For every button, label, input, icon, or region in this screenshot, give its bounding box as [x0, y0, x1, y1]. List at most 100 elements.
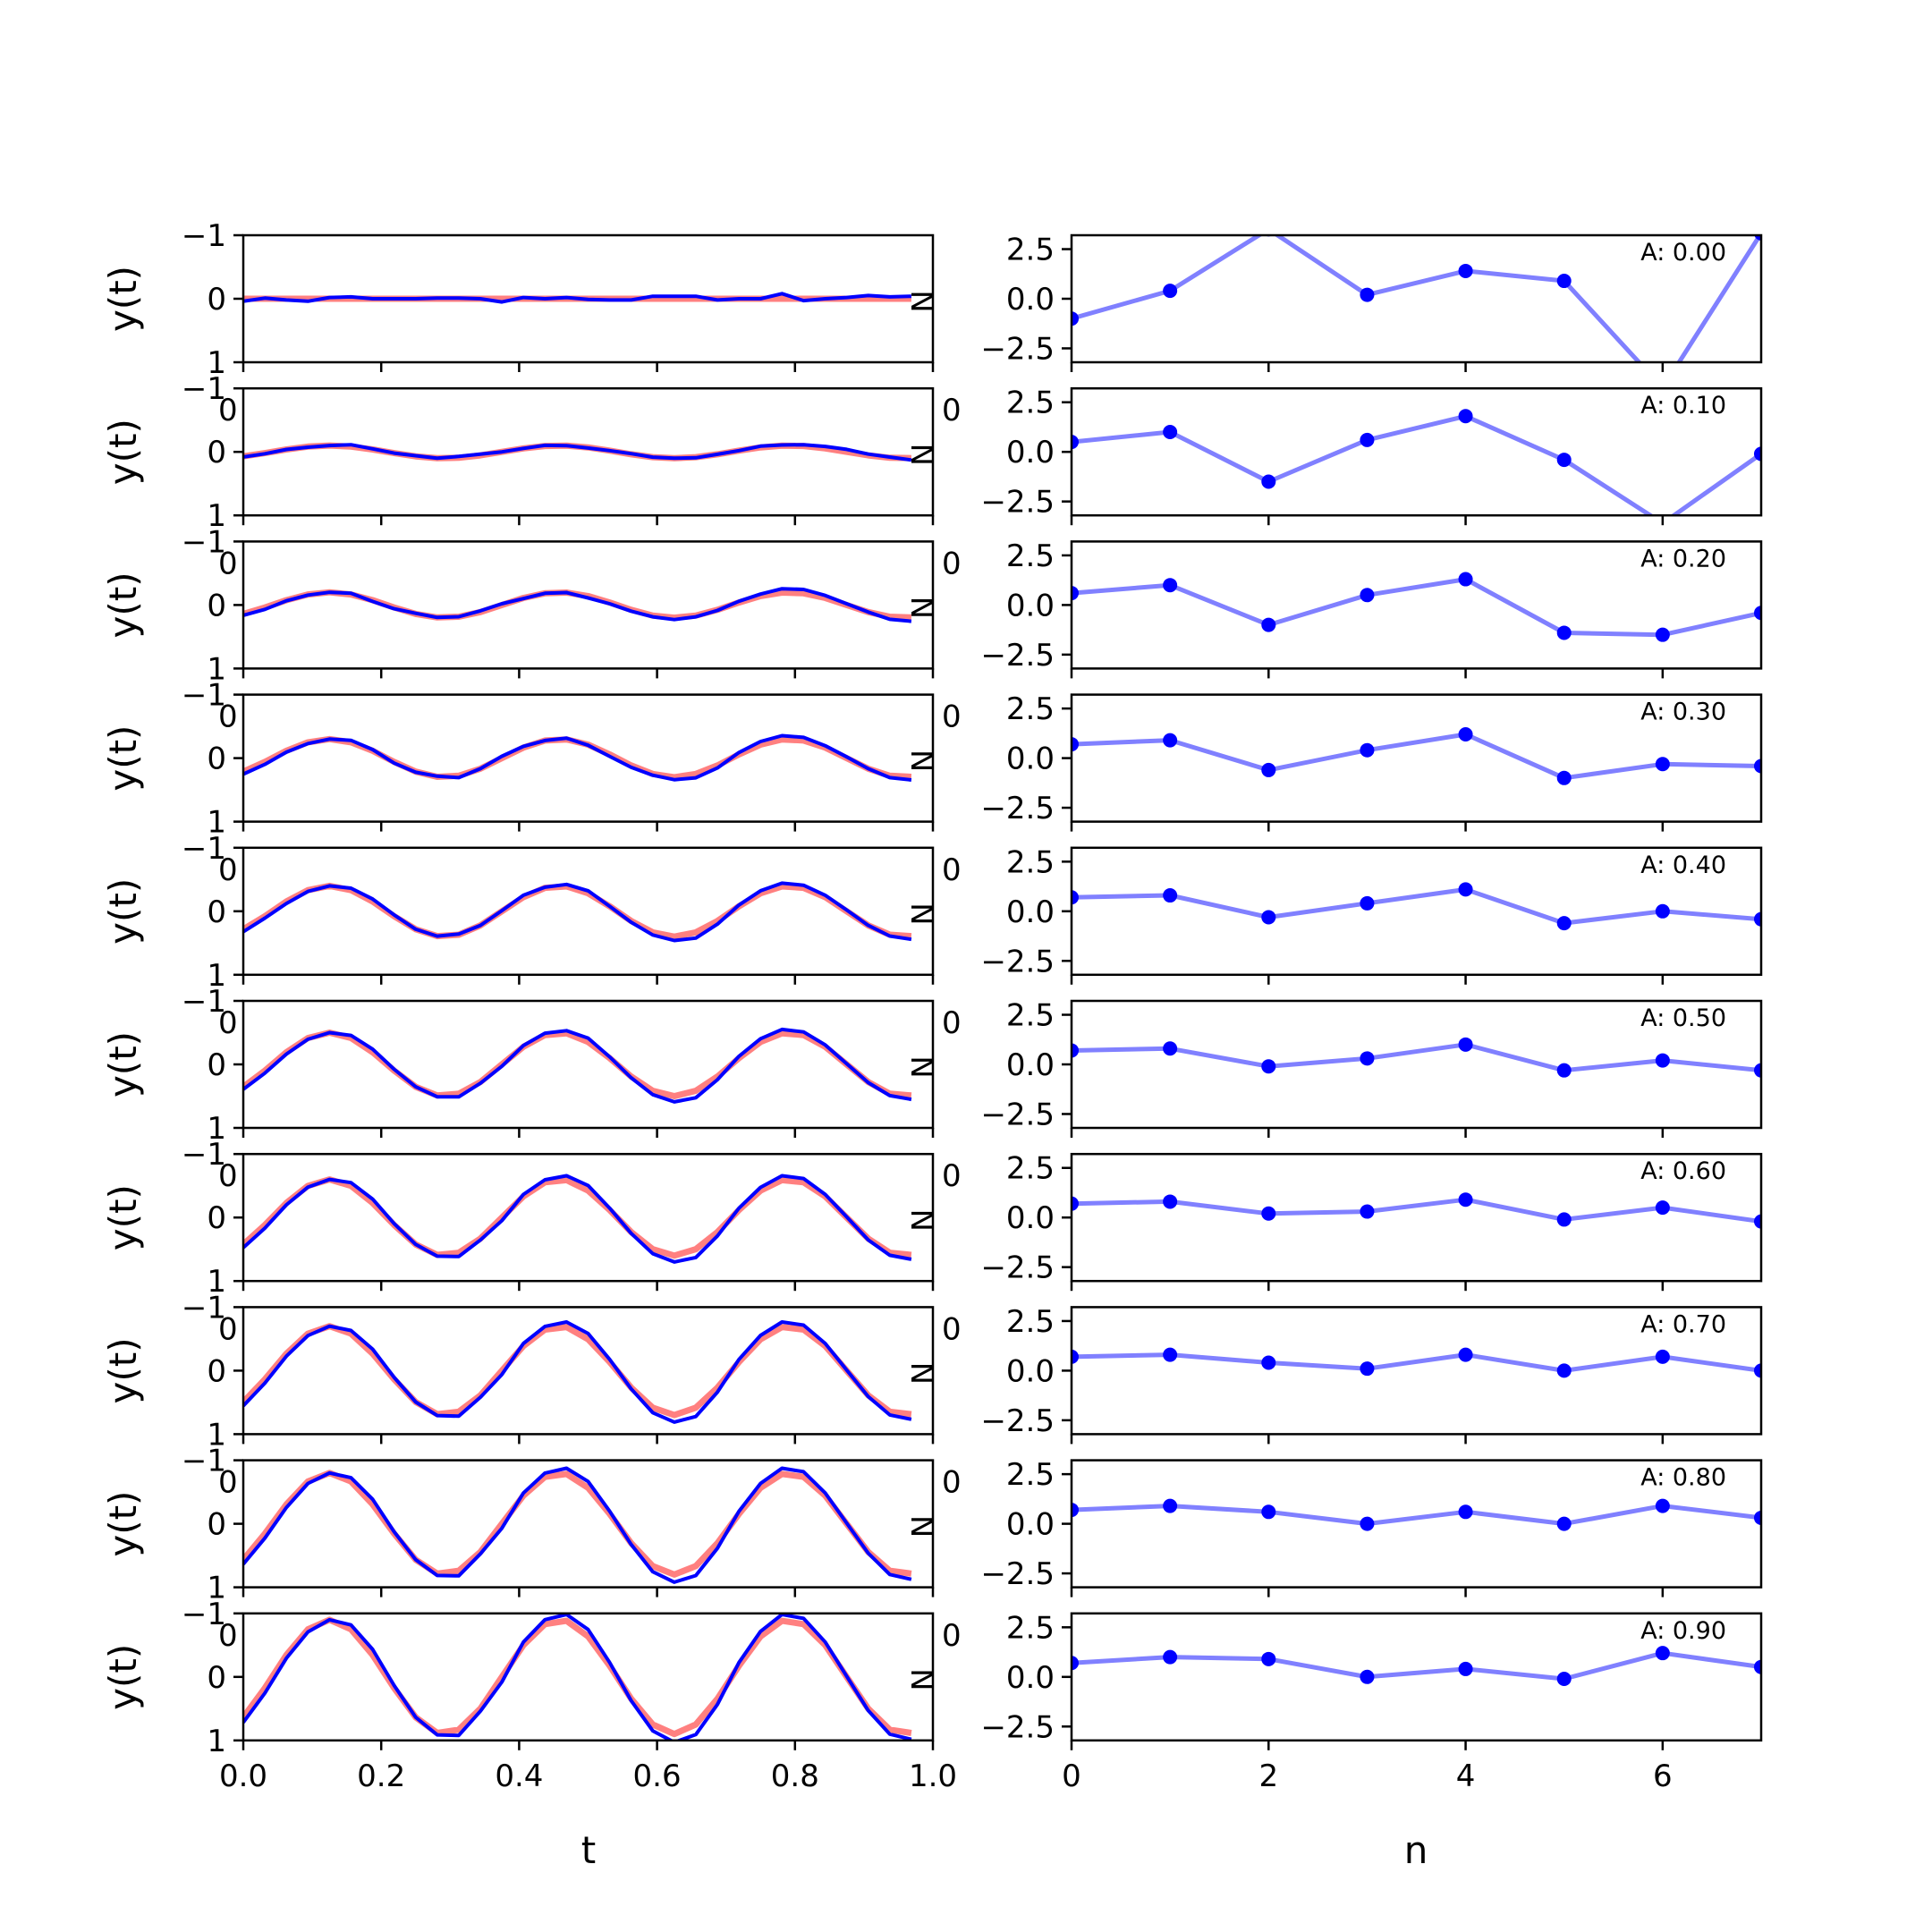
overlap-tick-label: 0 [218, 1618, 238, 1654]
left-y-tick-label: 0 [207, 1660, 226, 1696]
signal-line [243, 1027, 912, 1104]
sample-point [1458, 726, 1473, 741]
overlap-tick-label: 0 [942, 1005, 962, 1041]
amplitude-label: A: 0.60 [1640, 1157, 1726, 1185]
sample-point [1754, 1363, 1761, 1378]
signal-line [243, 733, 912, 782]
amplitude-label: A: 0.70 [1640, 1310, 1726, 1338]
sample-point [1754, 1510, 1761, 1525]
sample-point [1458, 1037, 1473, 1052]
left-y-tick-label: 1 [207, 1724, 226, 1759]
sample-point [1072, 1043, 1079, 1058]
sample-point [1163, 1194, 1178, 1209]
sample-point [1754, 446, 1761, 462]
sample-point [1556, 1363, 1572, 1378]
overlap-tick-label: 0 [218, 1311, 238, 1347]
amplitude-label: A: 0.80 [1640, 1464, 1726, 1492]
left-y-tick-label: 1 [207, 1571, 226, 1606]
sample-point [1163, 578, 1178, 593]
left-y-tick-label: 0 [207, 588, 226, 623]
reference-line [243, 1323, 912, 1419]
sample-point [1360, 1051, 1375, 1066]
sample-point [1261, 1206, 1276, 1221]
right-y-tick-label: 0.0 [1006, 1047, 1055, 1083]
sample-point [1458, 1192, 1473, 1208]
left-y-axis-label: y(t) [101, 1031, 145, 1097]
reference-line [243, 882, 912, 940]
sample-point [1261, 910, 1276, 925]
sample-point [1360, 588, 1375, 603]
right-y-tick-label: 2.5 [1006, 1610, 1055, 1646]
right-y-tick-label: −2.5 [980, 1403, 1055, 1439]
sample-line [1072, 732, 1761, 781]
sample-point [1163, 1041, 1178, 1056]
right-y-tick-label: 2.5 [1006, 233, 1055, 268]
sample-point [1072, 435, 1079, 450]
overlap-tick-label: 0 [218, 852, 238, 888]
overlap-tick-label: 0 [942, 1158, 962, 1194]
side-label: N [903, 902, 939, 925]
right-x-tick-label: 2 [1258, 1758, 1278, 1794]
signal-line [243, 292, 911, 304]
left-x-tick-label: 0.2 [357, 1758, 405, 1794]
side-label: N [903, 750, 939, 772]
reference-line [243, 1030, 912, 1099]
right-y-tick-label: 2.5 [1006, 1457, 1055, 1493]
left-y-tick-label: 1 [207, 1417, 226, 1453]
left-y-tick-label: 1 [207, 1264, 226, 1300]
reference-line [243, 1176, 912, 1259]
reference-line [243, 1616, 912, 1738]
right-y-tick-label: 2.5 [1006, 386, 1055, 421]
sample-point [1556, 453, 1572, 468]
signal-line [243, 1320, 912, 1424]
sample-point [1655, 1053, 1670, 1068]
right-y-tick-label: 0.0 [1006, 588, 1055, 623]
sample-point [1261, 1504, 1276, 1520]
right-x-tick-label: 6 [1653, 1758, 1673, 1794]
left-y-tick-label: 0 [207, 1047, 226, 1083]
sample-point [1458, 882, 1473, 897]
overlap-tick-label: 0 [218, 1158, 238, 1194]
sample-point [1556, 770, 1572, 785]
right-y-tick-label: 2.5 [1006, 844, 1055, 880]
side-label: N [903, 1208, 939, 1231]
left-y-tick-label: 0 [207, 1200, 226, 1236]
amplitude-label: A: 0.40 [1640, 852, 1726, 879]
sample-point [1556, 1672, 1572, 1687]
sample-line [1072, 1504, 1761, 1527]
left-y-tick-label: 0 [207, 1353, 226, 1389]
right-x-tick-label: 4 [1456, 1758, 1476, 1794]
sample-point [1360, 432, 1375, 447]
sample-point [1754, 606, 1761, 621]
sample-point [1072, 1196, 1079, 1211]
signal-line [243, 881, 912, 943]
overlap-tick-label: 0 [942, 1618, 962, 1654]
sample-point [1655, 1349, 1670, 1364]
left-y-tick-label: 1 [207, 958, 226, 994]
sample-point [1072, 1656, 1079, 1671]
left-y-tick-label: 1 [207, 345, 226, 381]
left-y-axis-label: y(t) [101, 1337, 145, 1403]
sample-point [1163, 1498, 1178, 1513]
left-x-tick-label: 1.0 [909, 1758, 957, 1794]
left-x-tick-label: 0.6 [633, 1758, 682, 1794]
panel-row: −1 0 1 y(t) N 2.5 0.0 −2.5 A: 0.00 [101, 218, 1763, 381]
sample-point [1754, 1659, 1761, 1674]
sample-point [1360, 1361, 1375, 1377]
left-y-tick-label: −1 [182, 524, 226, 560]
overlap-tick-label: 0 [218, 1465, 238, 1501]
signal-line [243, 443, 912, 462]
side-label: N [903, 1515, 939, 1538]
right-y-tick-label: −2.5 [980, 1250, 1055, 1286]
right-y-tick-label: −2.5 [980, 1097, 1055, 1132]
left-axes-frame [242, 1152, 935, 1283]
sample-point [1360, 287, 1375, 302]
left-y-tick-label: 1 [207, 651, 226, 687]
left-axes-frame [242, 693, 935, 823]
sample-point [1458, 1661, 1473, 1676]
overlap-tick-label: 0 [218, 546, 238, 581]
left-axes-frame [242, 999, 935, 1130]
left-axes-frame [242, 846, 935, 977]
sample-point [1655, 1200, 1670, 1216]
